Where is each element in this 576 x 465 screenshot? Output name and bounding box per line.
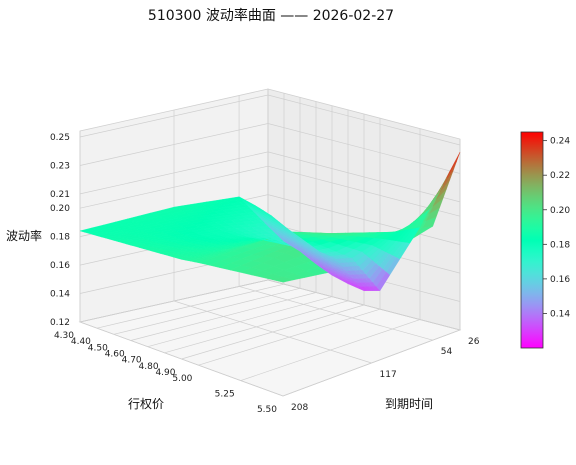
y-tick-label: 54 <box>441 347 453 357</box>
colorbar-tick-label: 0.22 <box>550 171 570 181</box>
colorbar: 0.24 0.22 0.20 0.18 0.16 0.14 <box>520 131 570 349</box>
x-tick-label: 4.90 <box>155 368 175 378</box>
z-tick-label: 0.18 <box>50 233 70 243</box>
z-tick-label: 0.23 <box>50 161 70 171</box>
x-tick-label: 4.30 <box>54 331 74 341</box>
x-tick-label: 5.00 <box>172 374 192 384</box>
y-tick-label: 208 <box>291 403 308 413</box>
gridline-z <box>79 123 461 174</box>
z-tick-label: 0.21 <box>50 190 70 200</box>
gridline-z <box>79 165 461 217</box>
chart-title: 510300 波动率曲面 —— 2026-02-27 <box>148 7 394 24</box>
axis-ticks: 4.304.404.504.604.704.804.905.00 5.25 5.50… <box>50 133 480 415</box>
z-tick-label: 0.12 <box>50 318 70 328</box>
z-tick-label: 0.16 <box>50 261 70 271</box>
z-axis-label: 波动率 <box>6 228 42 243</box>
colorbar-tick-label: 0.14 <box>550 309 570 319</box>
gridline-expiry <box>173 300 372 364</box>
x-tick-label: 5.50 <box>257 405 277 415</box>
x-tick-label: 4.70 <box>122 356 142 366</box>
x-tick-label: 4.40 <box>71 337 91 347</box>
x-tick-label: 4.60 <box>105 350 125 360</box>
gridline-z <box>79 94 461 146</box>
z-tick-label: 0.20 <box>50 204 70 214</box>
y-tick-label: 26 <box>468 337 480 347</box>
gridline-z <box>79 279 461 331</box>
colorbar-tick-label: 0.24 <box>550 137 570 147</box>
gridline-z <box>79 151 461 203</box>
x-tick-label: 4.80 <box>139 362 159 372</box>
gridline-expiry <box>79 321 284 397</box>
colorbar-tick-label: 0.20 <box>550 206 570 216</box>
y-axis-label: 到期时间 <box>385 397 433 411</box>
x-tick-label: 4.50 <box>88 343 108 353</box>
colorbar-tick-label: 0.18 <box>550 240 570 250</box>
surface-patch <box>446 152 461 179</box>
y-tick-label: 117 <box>380 370 397 380</box>
surface <box>79 152 461 292</box>
colorbar-tick-label: 0.16 <box>550 275 570 285</box>
z-tick-label: 0.14 <box>50 290 70 300</box>
gridline-expiry <box>238 286 433 341</box>
x-axis-label: 行权价 <box>128 397 164 411</box>
z-tick-label: 0.25 <box>50 133 70 143</box>
colorbar-bar <box>520 131 544 349</box>
x-tick-label: 5.25 <box>215 390 235 400</box>
